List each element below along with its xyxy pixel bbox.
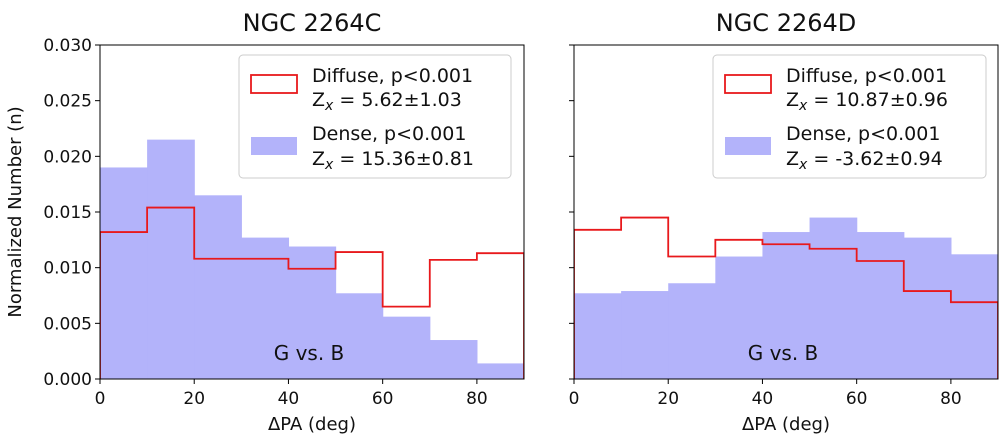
legend-swatch-dense — [725, 137, 771, 155]
y-tick-label: 0.005 — [43, 314, 92, 334]
legend-z-symbol: Z — [786, 148, 799, 170]
chart-title: NGC 2264C — [243, 9, 382, 37]
legend-z-subscript: x — [324, 98, 334, 114]
y-tick-label: 0.000 — [43, 370, 92, 390]
legend-label-diffuse: Diffuse, p<0.001 — [786, 65, 947, 87]
dense-bar — [194, 195, 242, 379]
legend-stat-dense: Zx = -3.62±0.94 — [786, 148, 943, 173]
y-tick-label: 0.025 — [43, 92, 92, 112]
dense-bar — [809, 217, 858, 379]
diffuse-step-line — [574, 216, 998, 379]
y-tick-label: 0.020 — [43, 147, 92, 167]
legend-stat-dense: Zx = 15.36±0.81 — [312, 148, 474, 173]
legend-z-symbol: Z — [312, 89, 325, 111]
legend-z-value: = 15.36±0.81 — [333, 148, 474, 170]
legend-stat-diffuse: Zx = 10.87±0.96 — [786, 89, 948, 114]
dense-bar — [100, 167, 148, 379]
legend-z-value: = 5.62±1.03 — [333, 89, 462, 111]
x-tick-label: 20 — [183, 389, 205, 409]
legend-box — [238, 54, 512, 179]
x-tick-label: 60 — [846, 389, 868, 409]
x-tick-label: 0 — [95, 389, 106, 409]
x-tick-label: 20 — [657, 389, 679, 409]
y-tick-label: 0.010 — [43, 259, 92, 279]
annotation-text: G vs. B — [748, 341, 819, 365]
dense-bar — [668, 283, 716, 379]
annotation-text: G vs. B — [274, 341, 345, 365]
dense-bar — [476, 363, 524, 379]
legend-stat-diffuse: Zx = 5.62±1.03 — [312, 89, 462, 114]
dense-bar — [950, 254, 998, 379]
x-axis-label: ΔPA (deg) — [268, 414, 356, 435]
dense-bar — [429, 340, 478, 379]
legend-z-value: = -3.62±0.94 — [807, 148, 942, 170]
y-tick-label: 0.030 — [43, 36, 92, 56]
dense-bar — [574, 293, 622, 379]
y-axis-label: Normalized Number (n) — [5, 106, 26, 317]
dense-bar — [147, 139, 195, 379]
legend-swatch-dense — [251, 137, 297, 155]
legend-z-subscript: x — [798, 98, 808, 114]
legend-swatch-diffuse — [250, 74, 298, 94]
x-tick-label: 60 — [372, 389, 394, 409]
x-tick-label: 40 — [278, 389, 300, 409]
dense-bar — [715, 256, 764, 379]
dense-bar — [762, 232, 811, 379]
dense-bar — [856, 232, 905, 379]
legend-swatch-diffuse — [724, 74, 772, 94]
dense-bar — [903, 237, 952, 379]
legend-z-subscript: x — [324, 157, 334, 173]
legend-box — [712, 54, 987, 179]
x-axis-label: ΔPA (deg) — [742, 414, 830, 435]
diffuse-step-line — [100, 206, 524, 379]
legend-z-subscript: x — [798, 157, 808, 173]
x-tick-label: 40 — [752, 389, 774, 409]
legend-label-diffuse: Diffuse, p<0.001 — [312, 65, 473, 87]
y-tick-label: 0.015 — [43, 203, 92, 223]
dense-bar — [382, 316, 431, 379]
x-tick-label: 80 — [466, 389, 488, 409]
dense-bar — [335, 293, 384, 379]
legend-z-symbol: Z — [312, 148, 325, 170]
dense-bar — [621, 291, 669, 379]
legend-z-symbol: Z — [786, 89, 799, 111]
x-tick-label: 80 — [940, 389, 962, 409]
chart-title: NGC 2264D — [716, 9, 857, 37]
x-tick-label: 0 — [569, 389, 580, 409]
legend-label-dense: Dense, p<0.001 — [786, 123, 940, 145]
dense-bar — [241, 237, 290, 379]
legend-label-dense: Dense, p<0.001 — [312, 123, 466, 145]
legend-z-value: = 10.87±0.96 — [807, 89, 948, 111]
